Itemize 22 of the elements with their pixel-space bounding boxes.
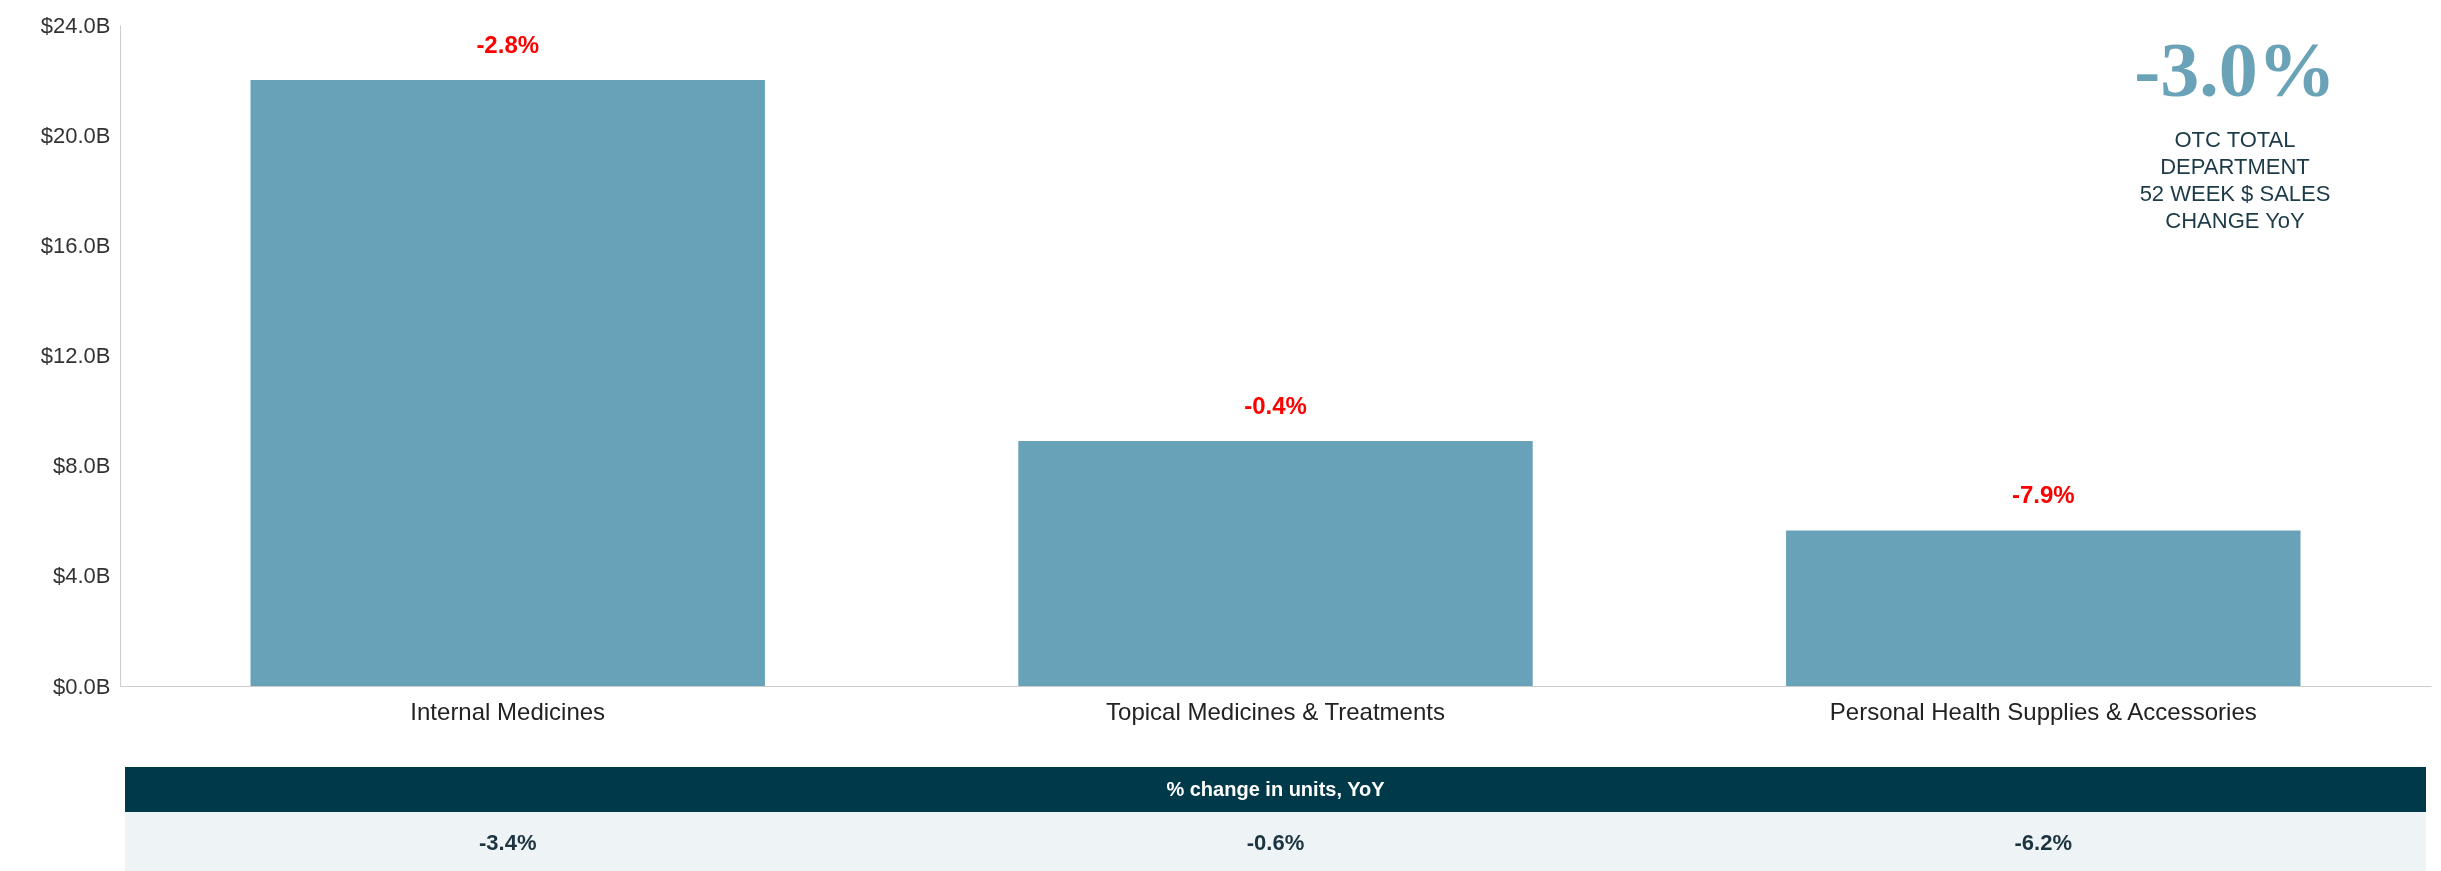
text: -0.6% bbox=[1246, 830, 1305, 855]
x-tick-label: Personal Health Supplies & Accessories bbox=[1829, 697, 2257, 725]
annotation: -2.8% bbox=[476, 31, 540, 59]
annotation: -3.0% bbox=[2134, 26, 2336, 113]
y-tick-label: $16.0B bbox=[40, 232, 111, 258]
text: -6.2% bbox=[2014, 830, 2073, 855]
y-tick-label: $20.0B bbox=[40, 122, 111, 148]
text: -3.4% bbox=[478, 830, 537, 855]
bar bbox=[1786, 530, 2301, 686]
text: % change in units, YoY bbox=[1166, 778, 1386, 800]
annotation: OTC TOTAL DEPARTMENT 52 WEEK $ SALES CHANGE YoY bbox=[2139, 127, 2331, 233]
annotation: -7.9% bbox=[2011, 481, 2075, 509]
x-tick-label: Internal Medicines bbox=[410, 697, 606, 725]
y-tick-label: $0.0B bbox=[53, 673, 111, 699]
bar bbox=[1018, 440, 1533, 686]
annotation: -0.4% bbox=[1244, 391, 1307, 419]
bar bbox=[250, 80, 765, 686]
y-tick-label: $4.0B bbox=[53, 563, 111, 589]
y-tick-label: $24.0B bbox=[40, 12, 111, 38]
y-tick-label: $8.0B bbox=[53, 453, 111, 479]
y-tick-label: $12.0B bbox=[40, 343, 111, 368]
x-tick-label: Topical Medicines & Treatments bbox=[1106, 697, 1445, 725]
